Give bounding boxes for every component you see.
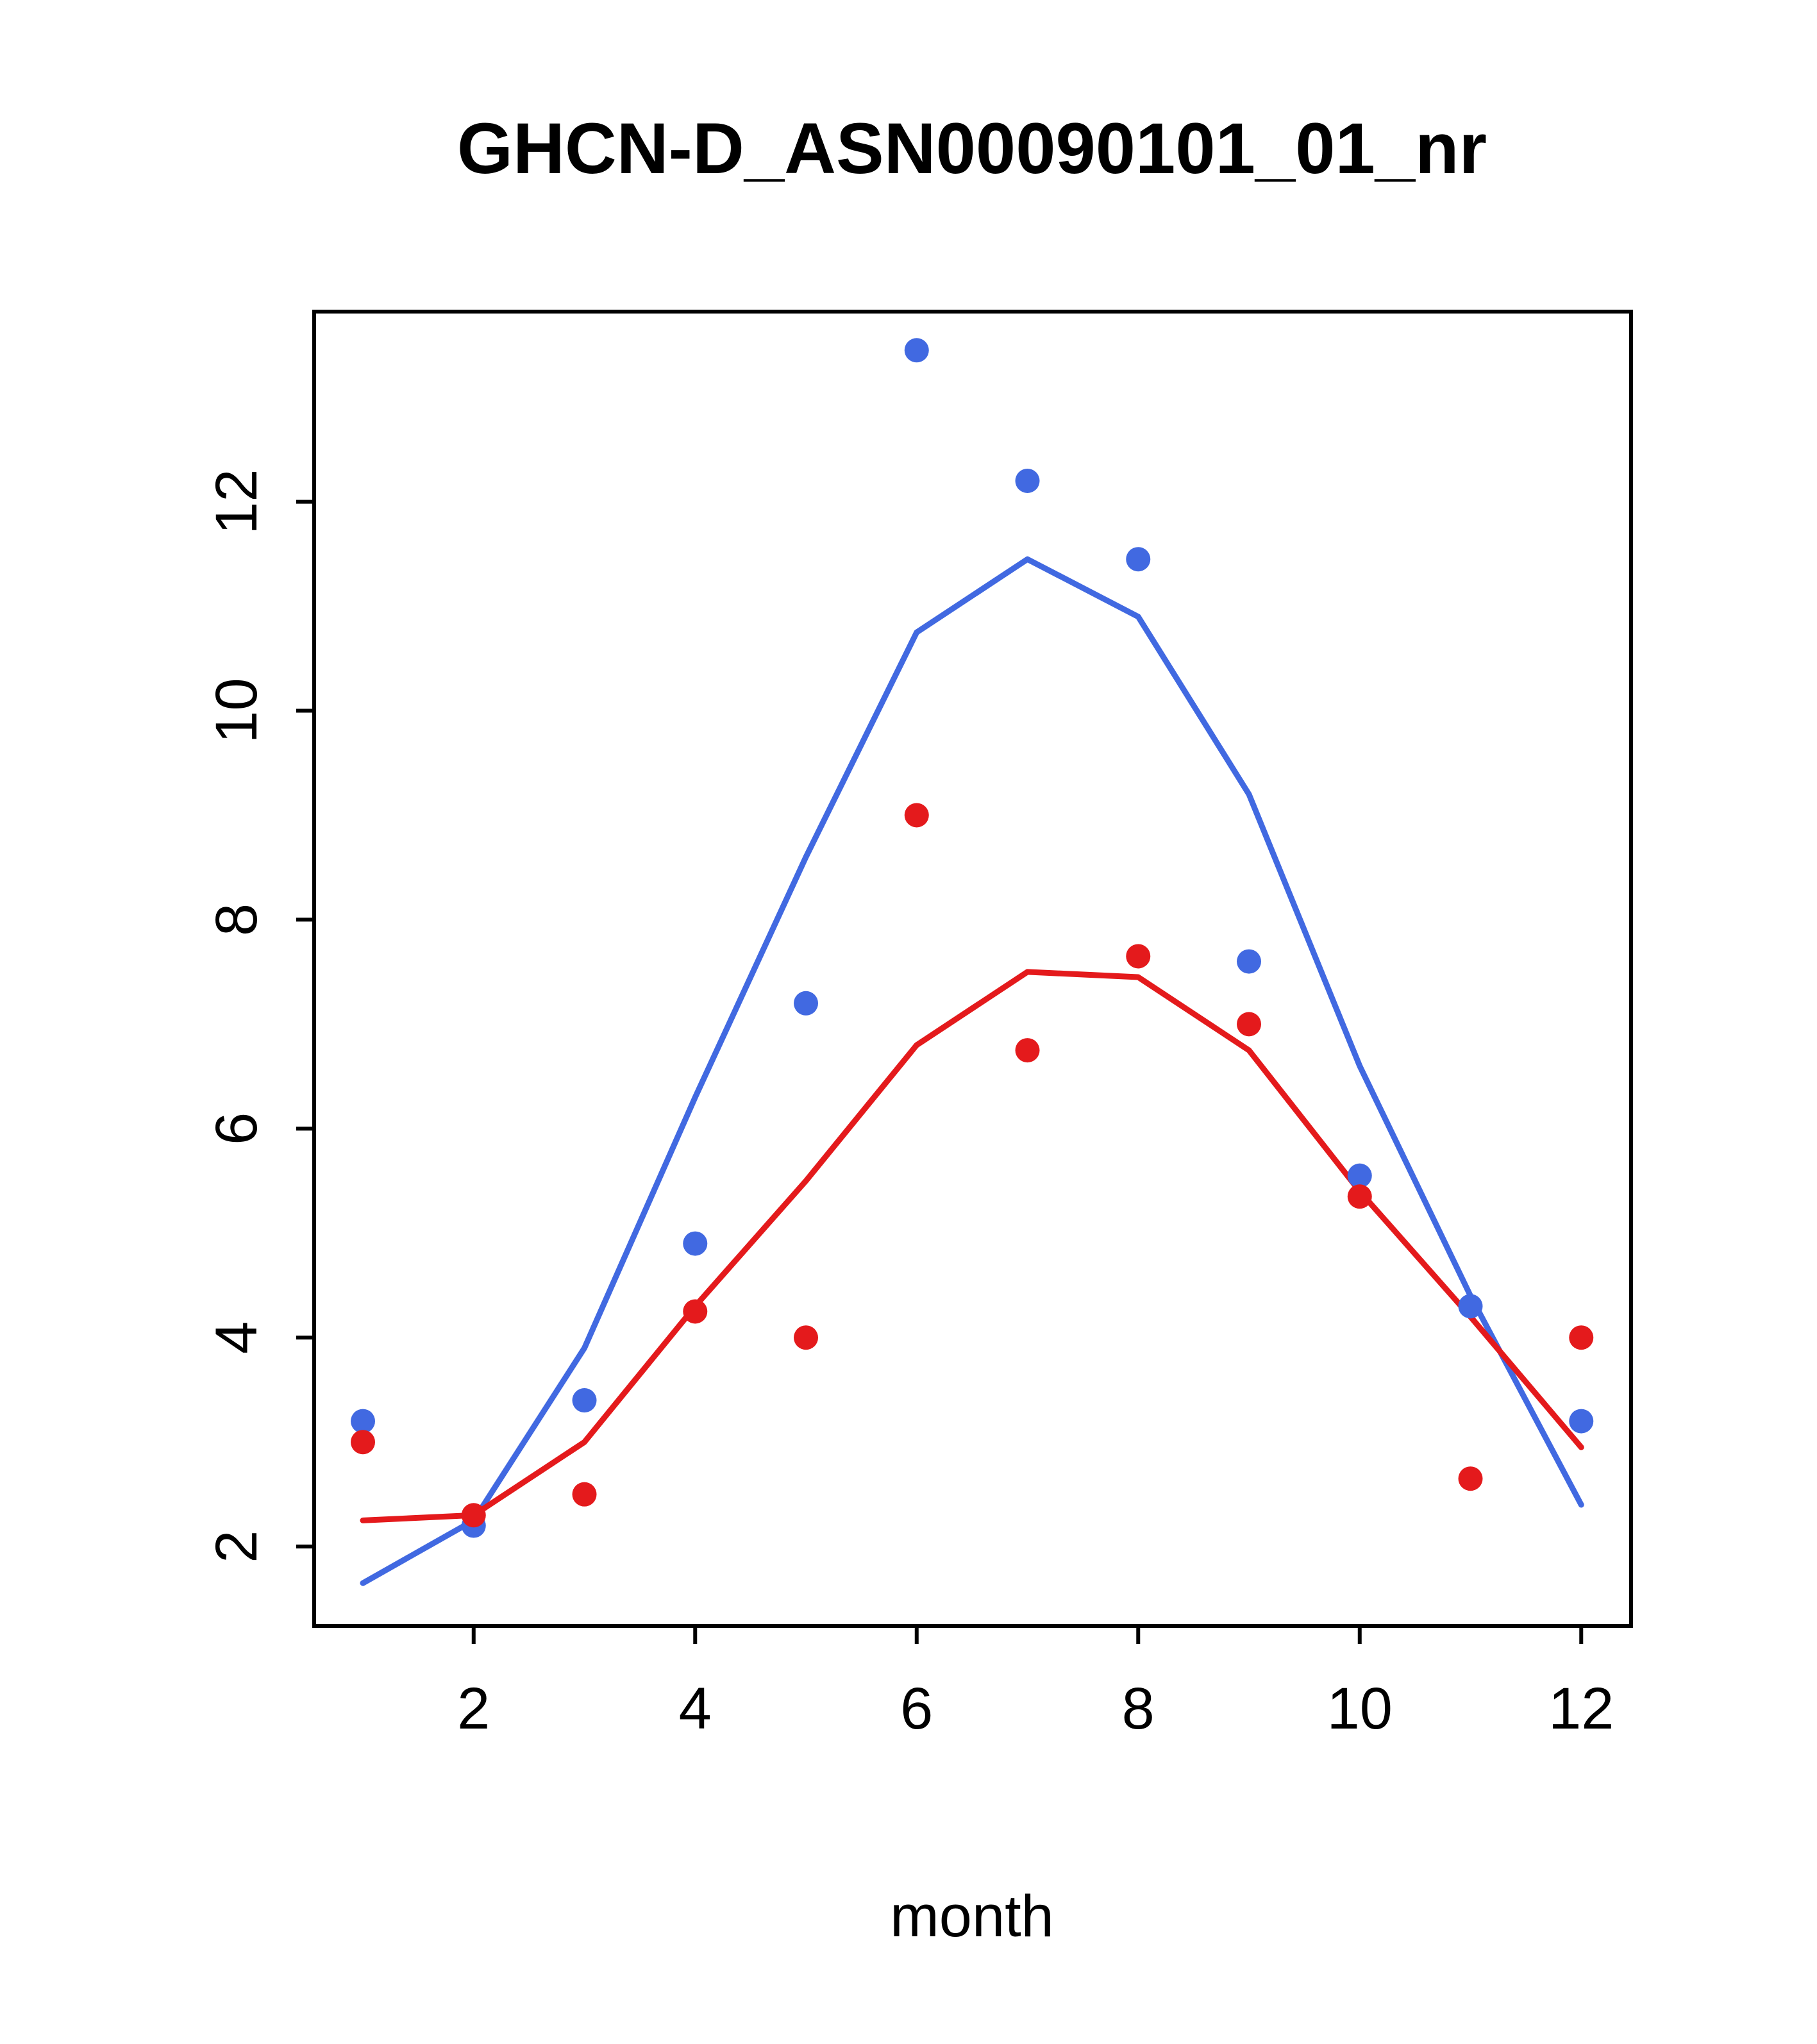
blue-points-marker: [1347, 1163, 1372, 1188]
red-points-marker: [461, 1503, 486, 1528]
chart-title: GHCN-D_ASN00090101_01_nr: [457, 108, 1487, 188]
blue-points-marker: [1458, 1294, 1483, 1319]
x-axis-tick-label: 2: [457, 1676, 490, 1741]
blue-line: [360, 556, 1584, 1586]
blue-points-marker: [351, 1409, 376, 1434]
y-axis-tick-label: 12: [204, 469, 269, 534]
x-axis-title: month: [890, 1884, 1054, 1949]
y-axis-tick-label: 2: [204, 1530, 269, 1563]
blue-points-marker: [1569, 1409, 1594, 1434]
red-points-marker: [1569, 1325, 1594, 1350]
red-points-marker: [683, 1299, 708, 1324]
blue-points-marker: [1015, 468, 1040, 493]
x-axis-tick-label: 12: [1548, 1676, 1614, 1741]
blue-points-marker: [794, 991, 819, 1016]
red-points-marker: [1458, 1466, 1483, 1491]
x-axis-tick-label: 8: [1122, 1676, 1155, 1741]
red-points-marker: [351, 1430, 376, 1455]
red-points-marker: [1347, 1184, 1372, 1209]
x-axis-tick-label: 10: [1327, 1676, 1393, 1741]
y-axis-tick-label: 10: [204, 678, 269, 743]
plot-border: [312, 310, 1633, 1628]
red-points-marker: [1126, 944, 1151, 969]
red-points-marker: [572, 1482, 597, 1507]
blue-points-marker: [683, 1231, 708, 1256]
red-points-marker: [1015, 1038, 1040, 1063]
red-points-marker: [1237, 1012, 1262, 1037]
y-axis-tick-label: 6: [204, 1112, 269, 1145]
blue-points-marker: [1237, 949, 1262, 974]
y-axis-tick-label: 8: [204, 903, 269, 936]
blue-points-marker: [904, 338, 929, 363]
y-axis-tick-label: 4: [204, 1321, 269, 1354]
red-points-marker: [794, 1325, 819, 1350]
x-axis-tick-label: 6: [900, 1676, 933, 1741]
red-points-marker: [904, 803, 929, 828]
red-line: [360, 969, 1584, 1523]
blue-points-marker: [572, 1388, 597, 1413]
plot-content: 2 4 6 8 10 12 2 4 6 8 10 12: [204, 338, 1614, 1741]
blue-points-marker: [1126, 547, 1151, 572]
x-axis-tick-label: 4: [679, 1676, 712, 1741]
